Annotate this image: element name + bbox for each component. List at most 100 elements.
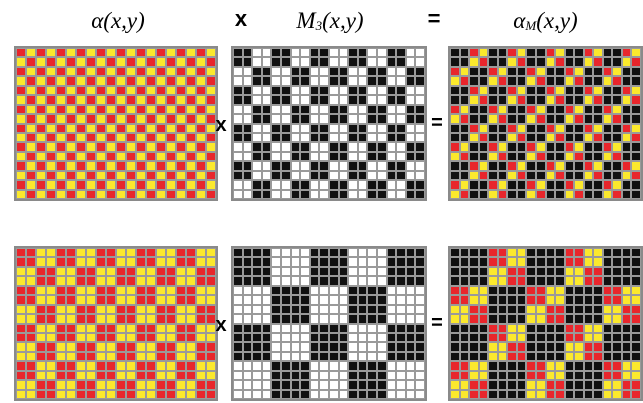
alpha-grid-cell <box>156 323 166 333</box>
mask-grid-cell <box>233 85 243 96</box>
alpha-grid-cell <box>96 48 106 58</box>
result-grid-cell <box>621 57 632 67</box>
alpha-grid-cell <box>186 189 196 199</box>
result-grid-cell <box>545 295 556 305</box>
result-header-fn: α <box>513 8 526 33</box>
mask-grid-cell <box>377 142 387 152</box>
result-grid-cell <box>612 285 622 296</box>
mask-grid-cell <box>396 180 406 190</box>
mask-grid-cell <box>271 266 281 277</box>
result-grid-cell <box>583 323 594 333</box>
result-grid-cell <box>574 151 584 162</box>
mask-grid-cell <box>415 48 425 58</box>
result-grid-cell <box>478 285 489 296</box>
result-grid-cell <box>631 342 641 352</box>
result-grid-cell <box>631 114 641 124</box>
alpha-grid-cell <box>76 132 86 143</box>
mask-grid-cell <box>309 85 320 96</box>
alpha-grid-cell <box>176 248 186 258</box>
mask-grid-cell <box>338 389 349 399</box>
mask-grid-cell <box>386 142 397 152</box>
mask-grid-cell <box>233 189 243 199</box>
alpha-grid-cell <box>146 266 156 277</box>
result-grid-cell <box>564 161 575 171</box>
mask-grid-cell <box>300 361 310 371</box>
result-grid-cell <box>488 180 498 190</box>
alpha-grid-cell <box>116 76 126 86</box>
mask-grid-cell <box>338 257 349 267</box>
alpha-grid-cell <box>116 95 126 105</box>
result-grid-cell <box>555 123 565 133</box>
mask-grid-cell <box>348 304 358 315</box>
result-grid-cell <box>516 257 527 267</box>
result-grid-cell <box>555 351 565 362</box>
alpha-grid-cell <box>196 151 206 162</box>
alpha-grid-cell <box>36 161 46 171</box>
mask-grid-cell <box>377 295 387 305</box>
alpha-grid-cell <box>166 361 176 371</box>
mask-grid-cell <box>233 95 243 105</box>
alpha-grid-cell <box>56 95 66 105</box>
mask-grid-cell <box>377 95 387 105</box>
mask-grid-cell <box>290 180 301 190</box>
result-grid-cell <box>507 142 517 152</box>
result-grid-cell <box>574 295 584 305</box>
mask-grid-cell <box>300 85 310 96</box>
alpha-grid-cell <box>206 180 216 190</box>
result-grid-cell <box>469 323 479 333</box>
mask-grid-cell <box>233 332 243 343</box>
alpha-grid-cell <box>56 248 66 258</box>
alpha-grid-cell <box>146 342 156 352</box>
alpha-grid-cell <box>26 142 36 152</box>
result-grid-cell <box>516 180 527 190</box>
mask-grid-cell <box>348 48 358 58</box>
mask-grid-cell <box>300 57 310 67</box>
result-grid-cell <box>564 380 575 390</box>
alpha-grid-cell <box>166 123 176 133</box>
mask-grid-cell <box>281 380 291 390</box>
result-grid-cell <box>545 76 556 86</box>
result-grid-cell <box>631 180 641 190</box>
result-grid-cell <box>593 304 603 315</box>
result-grid-cell <box>488 266 498 277</box>
mask-grid-cell <box>233 161 243 171</box>
alpha-grid-cell <box>206 123 216 133</box>
mask-grid-cell <box>271 389 281 399</box>
alpha-grid-cell <box>116 266 126 277</box>
alpha-grid-cell <box>76 170 86 181</box>
result-grid-cell <box>516 351 527 362</box>
result-grid-cell <box>526 114 536 124</box>
result-grid-cell <box>526 151 536 162</box>
alpha-grid-cell <box>186 370 196 381</box>
mask-grid-cell <box>261 342 272 352</box>
mask-grid-row-2 <box>231 246 427 401</box>
alpha-grid-cell <box>196 132 206 143</box>
result-grid-cell <box>545 161 556 171</box>
mask-grid-cell <box>252 285 262 296</box>
result-grid-cell <box>564 132 575 143</box>
alpha-grid-cell <box>76 370 86 381</box>
alpha-grid-cell <box>46 266 56 277</box>
mask-grid-cell <box>396 361 406 371</box>
mask-grid-cell <box>415 142 425 152</box>
result-grid-cell <box>450 389 460 399</box>
result-grid-cell <box>621 132 632 143</box>
alpha-grid-cell <box>26 180 36 190</box>
mask-grid-cell <box>367 161 377 171</box>
result-grid-cell <box>469 361 479 371</box>
mask-grid-cell <box>357 48 368 58</box>
result-grid-cell <box>507 104 517 115</box>
result-grid-cell <box>459 76 470 86</box>
mask-grid-cell <box>242 248 253 258</box>
mask-grid-cell <box>377 170 387 181</box>
mask-grid-cell <box>357 332 368 343</box>
mask-grid-cell <box>386 323 397 333</box>
alpha-grid-cell <box>126 266 136 277</box>
mask-grid-cell <box>415 323 425 333</box>
alpha-grid-cell <box>136 76 146 86</box>
alpha-grid-cell <box>96 57 106 67</box>
mask-grid-cell <box>300 170 310 181</box>
alpha-grid-cell <box>56 314 66 324</box>
alpha-grid-cell <box>196 48 206 58</box>
mask-grid-cell <box>348 285 358 296</box>
